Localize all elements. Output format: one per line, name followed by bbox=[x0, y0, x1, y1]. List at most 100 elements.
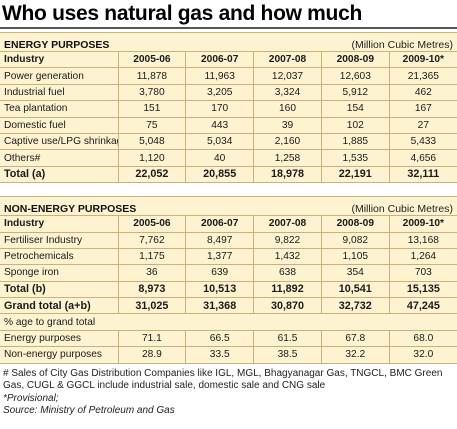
column-header: 2006-07 bbox=[185, 50, 254, 69]
table-cell: 1,377 bbox=[185, 248, 254, 266]
table-cell: 5,034 bbox=[185, 133, 254, 151]
table-cell: 11,878 bbox=[117, 67, 186, 85]
section-gap bbox=[0, 183, 457, 194]
table-cell: 160 bbox=[253, 100, 322, 118]
table-cell: 1,535 bbox=[320, 149, 390, 167]
table-cell: 1,175 bbox=[117, 248, 186, 266]
table-cell: 5,048 bbox=[117, 133, 186, 151]
table-cell: 639 bbox=[185, 264, 254, 282]
table-cell: 102 bbox=[320, 117, 390, 134]
table-cell: 22,191 bbox=[320, 166, 390, 183]
table-cell: 10,541 bbox=[320, 281, 390, 299]
energy-total-row: Total (a) 22,052 20,855 18,978 22,191 32… bbox=[0, 166, 457, 183]
table-row: Captive use/LPG shrinkage 5,048 5,034 2,… bbox=[0, 133, 457, 151]
energy-table: Industry 2005-06 2006-07 2007-08 2008-09… bbox=[0, 50, 457, 183]
non-energy-section-title: NON-ENERGY PURPOSES bbox=[4, 203, 137, 216]
table-cell: 1,885 bbox=[320, 133, 390, 151]
non-energy-total-row: Total (b) 8,973 10,513 11,892 10,541 15,… bbox=[0, 281, 457, 299]
table-cell: 36 bbox=[117, 264, 186, 282]
column-header: Industry bbox=[0, 50, 118, 69]
column-header: 2009-10* bbox=[388, 215, 457, 233]
table-cell: 75 bbox=[117, 117, 186, 134]
table-cell: 151 bbox=[117, 100, 186, 118]
table-cell: 11,892 bbox=[253, 281, 322, 299]
row-label: Others# bbox=[0, 149, 118, 167]
row-label: Grand total (a+b) bbox=[0, 297, 118, 315]
table-row: Industrial fuel 3,780 3,205 3,324 5,912 … bbox=[0, 84, 457, 102]
energy-units: (Million Cubic Metres) bbox=[351, 39, 453, 51]
table-cell: 3,324 bbox=[253, 84, 322, 102]
table-row: Others# 1,120 40 1,258 1,535 4,656 bbox=[0, 149, 457, 167]
energy-panel: ENERGY PURPOSES (Million Cubic Metres) I… bbox=[0, 32, 457, 184]
percent-label-row: % age to grand total bbox=[0, 313, 457, 331]
table-cell: 18,978 bbox=[253, 166, 322, 183]
energy-section-header: ENERGY PURPOSES (Million Cubic Metres) bbox=[0, 33, 457, 51]
row-label: Domestic fuel bbox=[0, 117, 118, 134]
table-cell: 2,160 bbox=[253, 133, 322, 151]
table-cell: 10,513 bbox=[185, 281, 254, 299]
row-label: Energy purposes bbox=[0, 330, 118, 348]
table-cell: 15,135 bbox=[388, 281, 457, 299]
non-energy-panel: NON-ENERGY PURPOSES (Million Cubic Metre… bbox=[0, 196, 457, 364]
table-cell: 71.1 bbox=[117, 330, 186, 348]
table-cell: 1,432 bbox=[253, 248, 322, 266]
table-cell: 66.5 bbox=[185, 330, 254, 348]
table-cell: 462 bbox=[388, 84, 457, 102]
row-label: Total (b) bbox=[0, 281, 118, 299]
table-cell: 3,780 bbox=[117, 84, 186, 102]
footnotes: # Sales of City Gas Distribution Compani… bbox=[0, 364, 457, 418]
row-label: Petrochemicals bbox=[0, 248, 118, 266]
source-note: Source: Ministry of Petroleum and Gas bbox=[3, 405, 175, 417]
table-cell: 33.5 bbox=[185, 346, 254, 363]
column-header: 2005-06 bbox=[117, 215, 186, 233]
energy-header-row: Industry 2005-06 2006-07 2007-08 2008-09… bbox=[0, 50, 457, 69]
table-cell: 170 bbox=[185, 100, 254, 118]
table-row: Non-energy purposes 28.9 33.5 38.5 32.2 … bbox=[0, 346, 457, 363]
energy-section-title: ENERGY PURPOSES bbox=[4, 39, 110, 51]
table-row: Energy purposes 71.1 66.5 61.5 67.8 68.0 bbox=[0, 330, 457, 348]
table-cell: 39 bbox=[253, 117, 322, 134]
table-cell: 354 bbox=[320, 264, 390, 282]
table-cell: 3,205 bbox=[185, 84, 254, 102]
table-cell: 11,963 bbox=[185, 67, 254, 85]
table-cell: 9,082 bbox=[320, 232, 390, 249]
table-cell: 68.0 bbox=[388, 330, 457, 348]
column-header: Industry bbox=[0, 215, 118, 233]
table-cell: 5,433 bbox=[388, 133, 457, 151]
non-energy-section-header: NON-ENERGY PURPOSES (Million Cubic Metre… bbox=[0, 197, 457, 215]
row-label: Industrial fuel bbox=[0, 84, 118, 102]
table-cell: 67.8 bbox=[320, 330, 390, 348]
table-cell: 32.0 bbox=[388, 346, 457, 363]
table-cell: 9,822 bbox=[253, 232, 322, 249]
table-row: Sponge iron 36 639 638 354 703 bbox=[0, 264, 457, 282]
table-cell: 22,052 bbox=[117, 166, 186, 183]
table-row: Power generation 11,878 11,963 12,037 12… bbox=[0, 67, 457, 85]
table-cell: 443 bbox=[185, 117, 254, 134]
row-label: Fertiliser Industry bbox=[0, 232, 118, 249]
table-cell: 4,656 bbox=[388, 149, 457, 167]
table-cell: 13,168 bbox=[388, 232, 457, 249]
table-cell: 30,870 bbox=[253, 297, 322, 315]
row-label: Sponge iron bbox=[0, 264, 118, 282]
table-cell: 154 bbox=[320, 100, 390, 118]
non-energy-header-row: Industry 2005-06 2006-07 2007-08 2008-09… bbox=[0, 215, 457, 233]
table-cell: 167 bbox=[388, 100, 457, 118]
column-header: 2007-08 bbox=[253, 215, 322, 233]
table-cell: 32,732 bbox=[320, 297, 390, 315]
table-cell: 12,603 bbox=[320, 67, 390, 85]
table-cell: 27 bbox=[388, 117, 457, 134]
table-cell: 61.5 bbox=[253, 330, 322, 348]
table-cell: 8,497 bbox=[185, 232, 254, 249]
table-cell: 31,025 bbox=[117, 297, 186, 315]
table-row: Domestic fuel 75 443 39 102 27 bbox=[0, 117, 457, 134]
grand-total-row: Grand total (a+b) 31,025 31,368 30,870 3… bbox=[0, 297, 457, 315]
table-cell: 31,368 bbox=[185, 297, 254, 315]
table-row: Fertiliser Industry 7,762 8,497 9,822 9,… bbox=[0, 232, 457, 249]
table-cell: 5,912 bbox=[320, 84, 390, 102]
table-row: Petrochemicals 1,175 1,377 1,432 1,105 1… bbox=[0, 248, 457, 266]
row-label: Power generation bbox=[0, 67, 118, 85]
table-cell: 1,264 bbox=[388, 248, 457, 266]
percent-label: % age to grand total bbox=[0, 313, 457, 331]
table-cell: 32,111 bbox=[388, 166, 457, 183]
row-label: Non-energy purposes bbox=[4, 349, 102, 361]
